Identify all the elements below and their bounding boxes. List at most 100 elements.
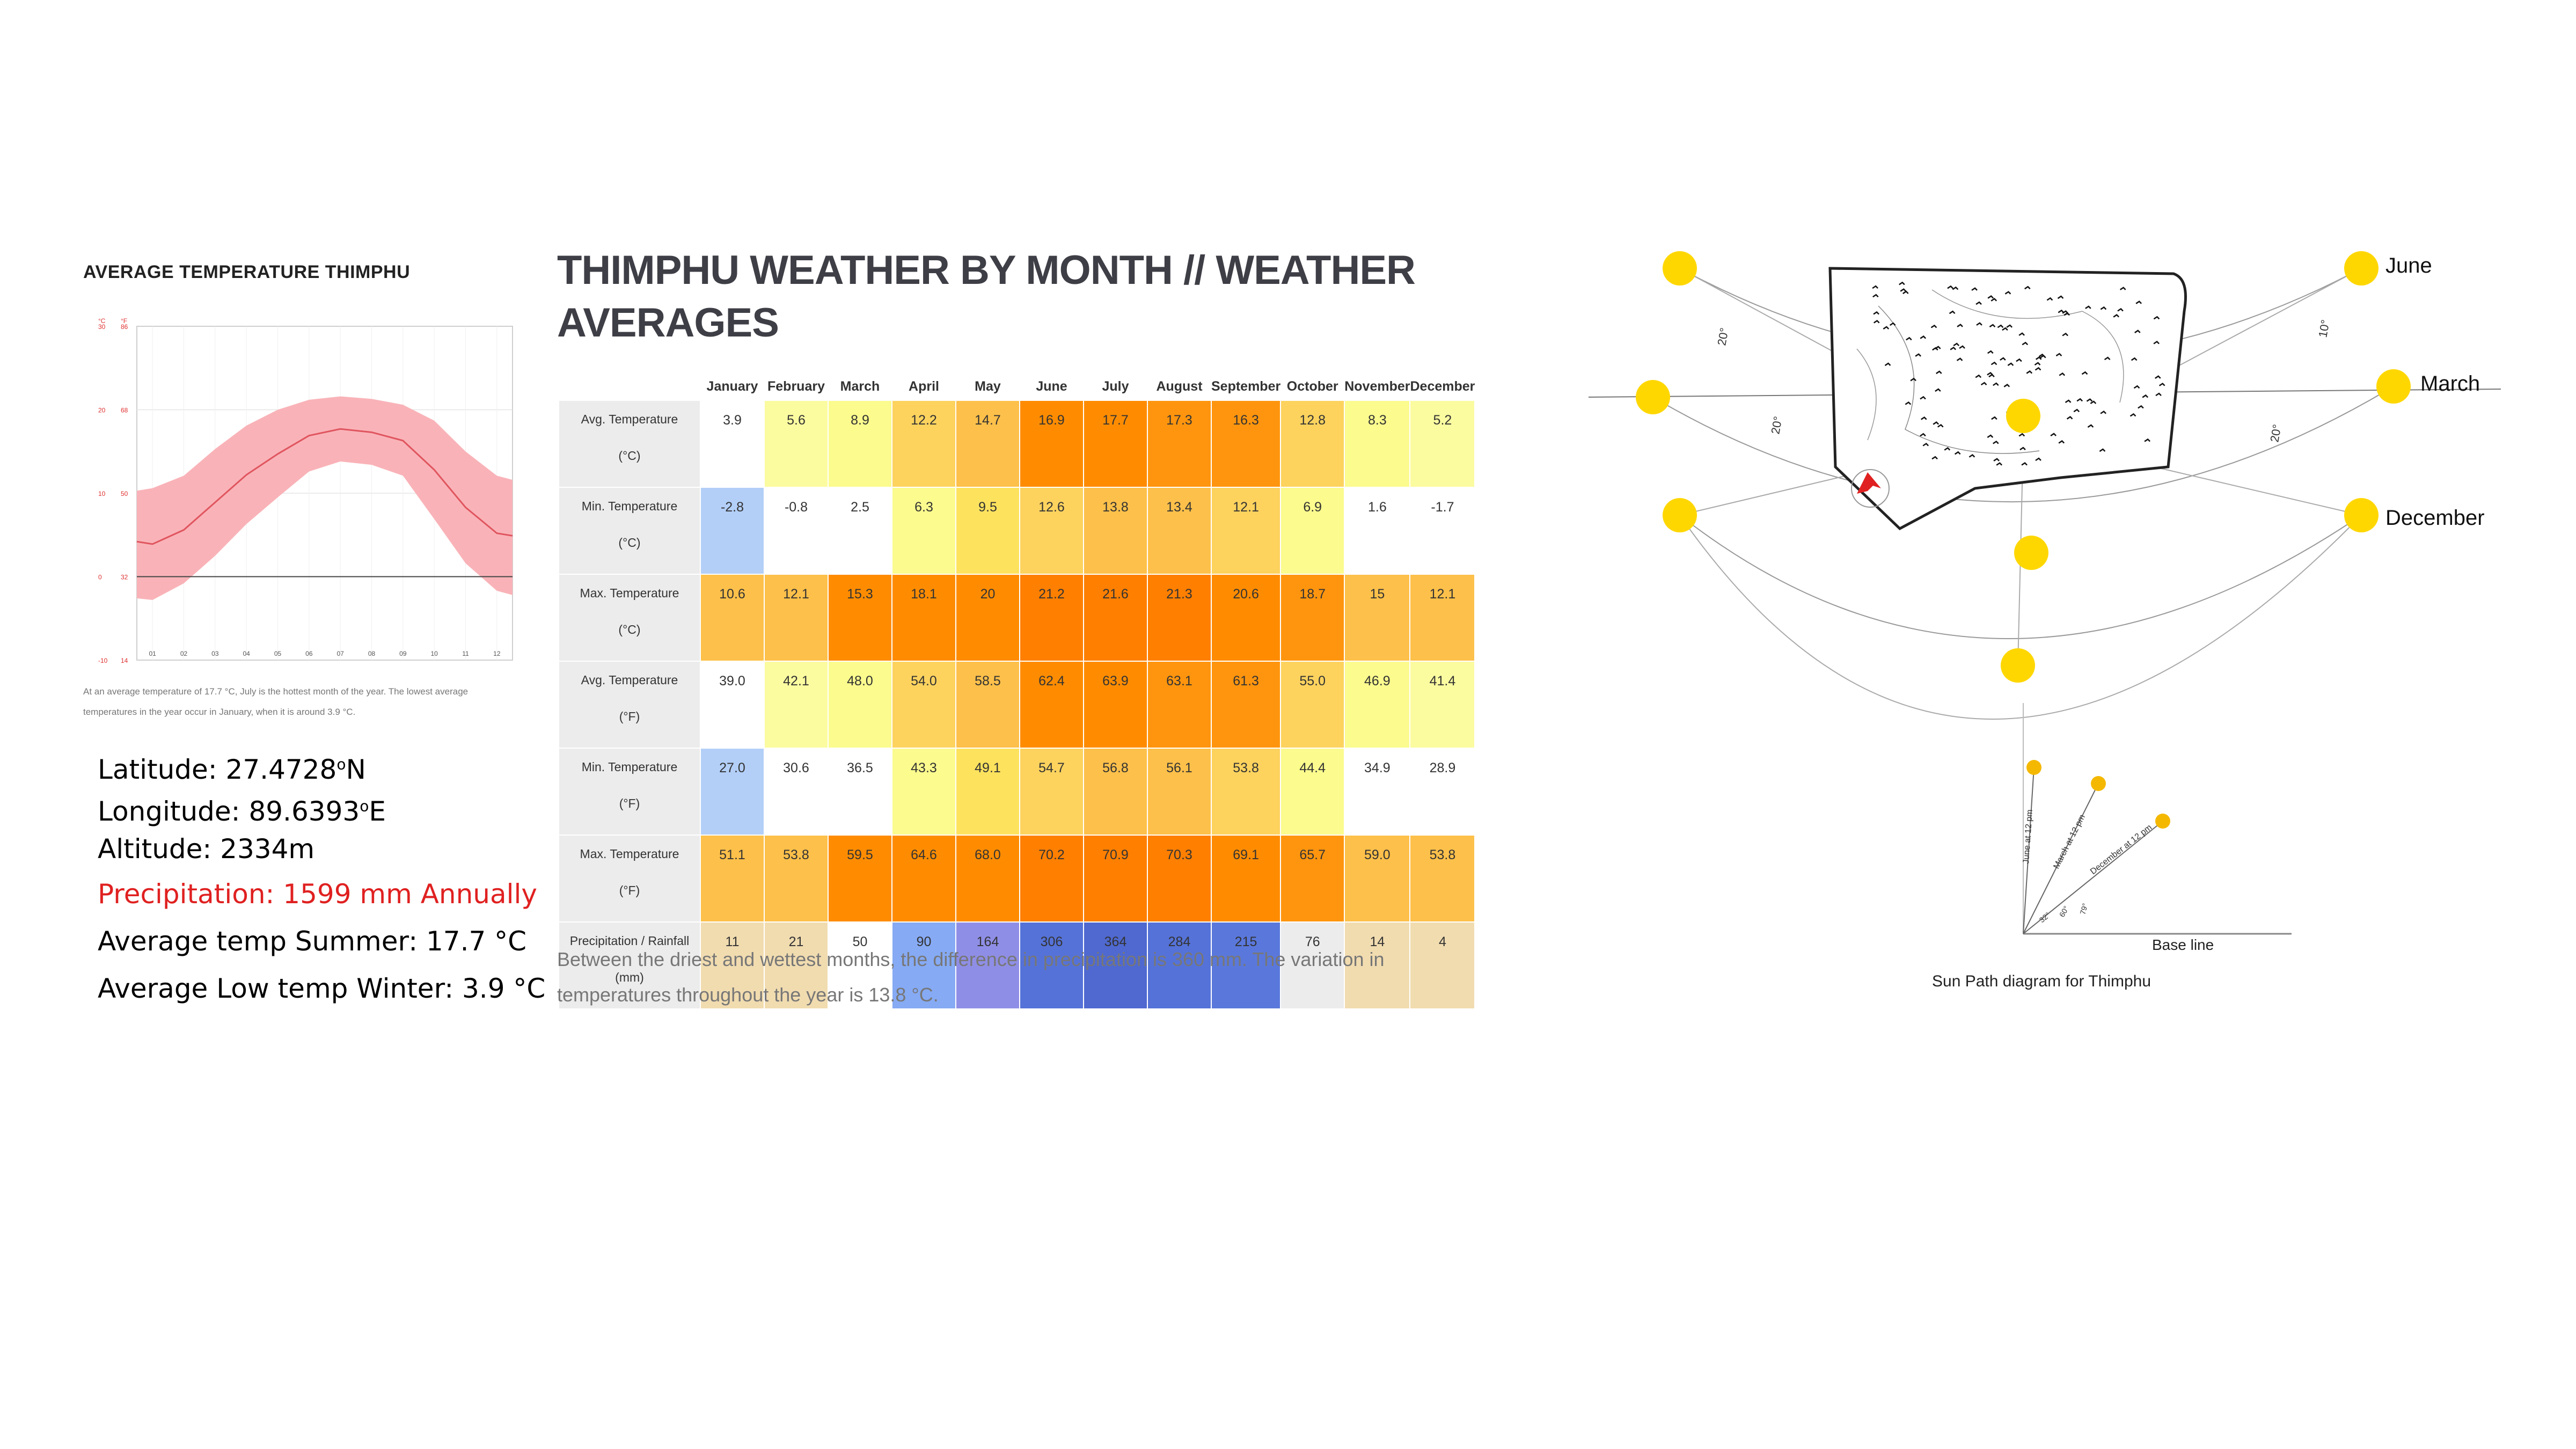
- table-cell: 53.8: [764, 835, 829, 923]
- site-tree-mark: [2050, 433, 2057, 437]
- sun-march-west: [2376, 369, 2411, 404]
- site-tree-mark: [2035, 457, 2041, 462]
- site-tree-mark: [1920, 335, 1927, 339]
- avg-temp-title: AVERAGE TEMPERATURE THIMPHU: [83, 262, 411, 282]
- site-tree-mark: [2134, 330, 2141, 333]
- site-tree-mark: [2018, 332, 2025, 336]
- summer-temp-value: 17.7 °C: [426, 926, 527, 957]
- site-tree-mark: [1889, 322, 1896, 326]
- sun-june-west: [2344, 251, 2379, 286]
- table-cell: 12.8: [1280, 400, 1345, 488]
- site-tree-mark: [1954, 451, 1961, 455]
- site-tree-mark: [1905, 401, 1912, 405]
- header-corner: [559, 373, 700, 400]
- row-label-name: Avg. Temperature: [581, 412, 678, 426]
- site-tree-mark: [2003, 384, 2010, 387]
- site-tree-mark: [2024, 286, 2031, 290]
- site-tree-mark: [1937, 424, 1944, 428]
- x-tick: 02: [180, 650, 188, 657]
- precipitation-line: Precipitation: 1599 mm Annually: [98, 879, 537, 910]
- inset-sun-june: [2026, 760, 2041, 775]
- latitude-line: Latitude: 27.4728oN: [98, 754, 366, 785]
- label-december: December: [2385, 506, 2485, 530]
- site-tree-mark: [1987, 371, 1993, 376]
- table-cell: 39.0: [700, 661, 765, 749]
- table-cell: 56.8: [1083, 748, 1148, 836]
- row-label-unit: (mm): [615, 970, 644, 984]
- table-cell: 20: [955, 574, 1020, 662]
- table-cell: 12.1: [1409, 574, 1476, 662]
- site-tree-mark: [2055, 353, 2062, 357]
- site-tree-mark: [1997, 324, 2004, 328]
- row-label: Precipitation / Rainfall (mm): [558, 921, 701, 1009]
- inset-label-march: March at 12 pm: [2052, 813, 2087, 870]
- site-tree-mark: [2063, 312, 2070, 316]
- x-tick: 04: [243, 650, 250, 657]
- site-tree-mark: [1952, 286, 1959, 290]
- title-line-2: AVERAGES: [557, 300, 779, 346]
- month-header: May: [956, 373, 1020, 400]
- site-tree-mark: [1922, 442, 1929, 447]
- table-cell: 20.6: [1210, 574, 1282, 662]
- longitude-label: Longitude:: [98, 796, 240, 827]
- row-label-name: Precipitation / Rainfall: [569, 934, 690, 948]
- site-tree-mark: [2066, 416, 2073, 420]
- caption-line-2: temperatures in the year occur in Januar…: [83, 707, 356, 717]
- site-tree-mark: [2142, 394, 2149, 398]
- y-tick-c: 0: [98, 574, 102, 581]
- month-header: February: [764, 373, 828, 400]
- month-header: June: [1020, 373, 1084, 400]
- row-label-name: Min. Temperature: [581, 499, 678, 513]
- table-cell: 6.3: [891, 487, 956, 575]
- x-tick: 12: [493, 650, 501, 657]
- angle-label-4: 10°: [2316, 319, 2332, 339]
- row-label-unit: (°F): [619, 883, 640, 897]
- table-cell: 3.9: [700, 400, 765, 488]
- angle-label-2: 20°: [1768, 415, 1784, 435]
- site-tree-mark: [1993, 382, 1999, 386]
- site-tree-mark: [2058, 440, 2065, 444]
- site-tree-mark: [1931, 456, 1938, 460]
- altitude-line: Altitude: 2334m: [98, 833, 314, 865]
- label-june: June: [2385, 254, 2432, 277]
- table-row: Avg. Temperature (°C) 3.9 5.6 8.9 12.2 14.7 16.…: [558, 400, 1476, 488]
- table-row: Max. Temperature (°C) 10.6 12.1 15.3 18.1 20 21…: [558, 574, 1476, 662]
- december-arc: [1679, 515, 2362, 639]
- site-tree-mark: [1987, 434, 1994, 438]
- site-tree-mark: [1993, 458, 2000, 462]
- site-tree-mark: [1990, 298, 1997, 302]
- site-tree-mark: [1987, 350, 1994, 354]
- table-cell: -0.8: [764, 487, 829, 575]
- table-cell: 53.8: [1210, 748, 1282, 836]
- site-tree-mark: [1987, 295, 1994, 299]
- weather-table: January February March April May June July Augu…: [558, 373, 1476, 1009]
- site-tree-mark: [2007, 362, 2014, 367]
- site-tree-mark: [2138, 405, 2144, 409]
- table-cell: 13.8: [1083, 487, 1148, 575]
- latitude-value: 27.4728: [225, 754, 337, 785]
- table-cell: 6.9: [1280, 487, 1345, 575]
- table-cell: 34.9: [1344, 748, 1411, 836]
- site-tree-mark: [2129, 413, 2136, 417]
- site-tree-mark: [1953, 342, 1960, 347]
- north-arrow-pointer-icon: [1857, 472, 1881, 494]
- summer-temp-line: Average temp Summer: 17.7 °C: [98, 926, 526, 957]
- table-cell: 54.0: [891, 661, 956, 749]
- site-tree-mark: [1996, 462, 2003, 466]
- table-cell: 61.3: [1210, 661, 1282, 749]
- site-tree-mark: [2086, 398, 2093, 402]
- site-plan-details: [1872, 281, 2165, 466]
- table-cell: 63.1: [1147, 661, 1212, 749]
- table-cell: 58.5: [955, 661, 1020, 749]
- site-tree-mark: [2004, 291, 2011, 295]
- inset-angle-2: 60°: [2058, 904, 2070, 918]
- latitude-dir: N: [346, 754, 366, 785]
- altitude-value: 2334m: [220, 833, 315, 865]
- site-tree-mark: [2016, 358, 2022, 362]
- month-header: January: [700, 373, 764, 400]
- site-tree-mark: [2085, 305, 2091, 309]
- table-cell: 48.0: [828, 661, 892, 749]
- y-tick-c: -10: [98, 657, 108, 664]
- table-cell: 54.7: [1019, 748, 1084, 836]
- site-tree-mark: [1872, 285, 1878, 289]
